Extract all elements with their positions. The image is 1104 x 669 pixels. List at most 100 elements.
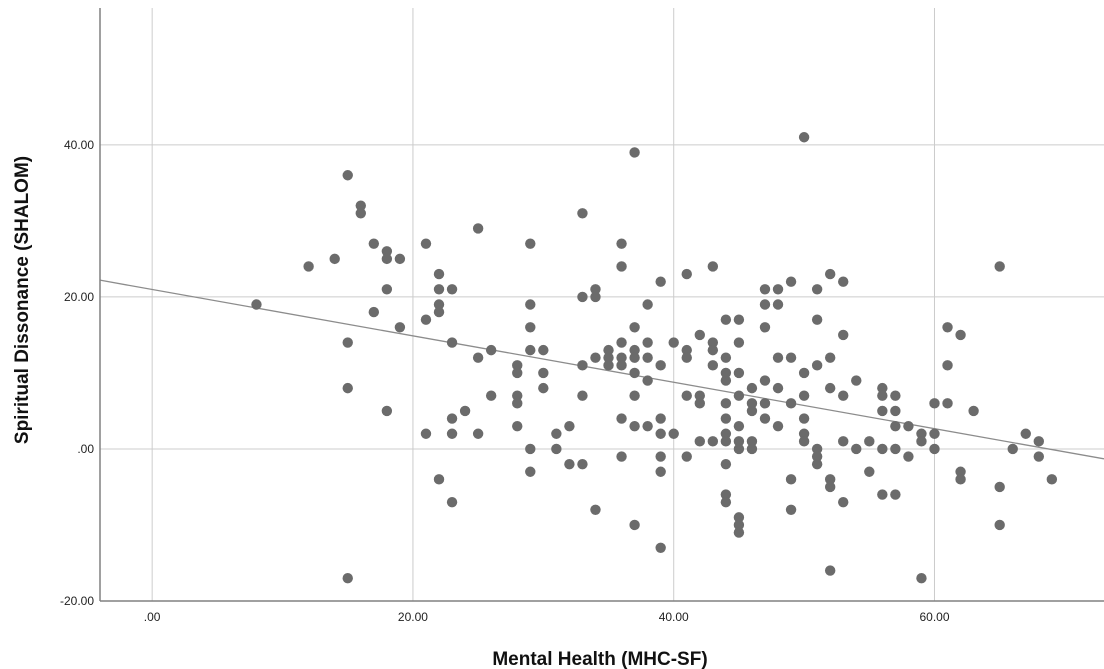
y-axis-title: Spiritual Dissonance (SHALOM) — [12, 156, 33, 444]
data-point — [851, 443, 862, 455]
data-point — [538, 367, 549, 379]
axes — [99, 8, 1104, 602]
data-point — [446, 496, 458, 508]
data-point — [824, 382, 836, 394]
data-point — [420, 238, 432, 249]
data-point — [733, 367, 745, 379]
data-point — [590, 284, 601, 295]
data-point — [368, 238, 380, 249]
data-point — [694, 329, 705, 341]
data-point — [838, 390, 849, 401]
data-point — [368, 306, 380, 318]
data-point — [655, 360, 666, 371]
data-point — [838, 436, 849, 447]
data-point — [681, 268, 692, 280]
data-point — [929, 443, 940, 455]
data-point — [603, 344, 614, 356]
data-point — [629, 147, 640, 158]
data-point — [890, 443, 901, 455]
data-point — [707, 261, 719, 272]
data-point — [707, 436, 719, 447]
data-point — [811, 443, 823, 455]
data-point — [381, 284, 393, 295]
data-point — [694, 398, 705, 409]
data-point — [590, 291, 601, 303]
data-point — [720, 375, 732, 386]
data-point — [655, 451, 666, 462]
data-point — [459, 405, 471, 417]
data-point — [577, 360, 588, 371]
data-point — [512, 398, 523, 409]
data-point — [512, 360, 523, 371]
data-point — [785, 398, 797, 409]
data-point — [642, 337, 653, 348]
data-point — [811, 314, 823, 325]
data-point — [616, 352, 627, 363]
data-point — [1033, 436, 1045, 447]
data-point — [824, 352, 836, 363]
data-point — [811, 360, 823, 371]
data-point — [811, 458, 823, 470]
data-point — [720, 413, 732, 424]
fit-line-group — [99, 279, 1104, 460]
data-point — [512, 420, 523, 432]
data-point — [629, 420, 640, 432]
data-point — [955, 466, 966, 477]
data-point — [629, 367, 640, 379]
x-tick-label: 60.00 — [919, 610, 949, 624]
data-point — [838, 496, 849, 508]
data-point — [720, 458, 732, 470]
data-point — [616, 451, 627, 462]
data-point — [525, 299, 536, 310]
data-point — [303, 261, 314, 272]
data-point — [785, 474, 797, 485]
data-point — [629, 352, 640, 363]
data-point — [642, 352, 653, 363]
data-point — [720, 314, 732, 325]
data-point — [681, 390, 692, 401]
fit-line — [99, 279, 1104, 460]
data-point — [1033, 451, 1045, 462]
data-point — [746, 398, 758, 409]
data-point — [629, 344, 640, 356]
data-point — [629, 390, 640, 401]
data-point — [759, 398, 771, 409]
data-point — [824, 268, 836, 280]
data-point — [551, 443, 562, 455]
data-point — [446, 413, 458, 424]
data-point — [968, 405, 979, 417]
y-tick-label: -20.00 — [60, 594, 94, 608]
data-point — [877, 405, 888, 417]
data-point — [798, 367, 810, 379]
data-point — [877, 489, 888, 500]
data-point — [681, 352, 692, 363]
data-point — [733, 337, 745, 348]
y-tick-label: 40.00 — [64, 138, 94, 152]
data-point — [472, 223, 484, 234]
data-point — [381, 246, 393, 257]
data-point — [694, 390, 705, 401]
data-point — [655, 542, 666, 553]
data-point — [824, 565, 836, 576]
data-point — [785, 504, 797, 515]
data-point — [929, 398, 940, 409]
data-point — [616, 337, 627, 348]
data-point — [590, 352, 601, 363]
data-point — [329, 253, 340, 265]
data-point — [342, 337, 353, 348]
data-point — [381, 405, 393, 417]
x-tick-label: 40.00 — [659, 610, 689, 624]
data-point — [538, 382, 549, 394]
data-point — [616, 238, 627, 249]
data-point — [733, 519, 745, 531]
data-point — [890, 420, 901, 432]
data-point — [994, 519, 1005, 531]
data-point — [472, 428, 484, 439]
tick-labels: .00 20.00 40.00 60.00 -20.00 .00 20.00 40.00 — [60, 138, 950, 624]
data-point — [420, 314, 432, 325]
data-point — [798, 428, 810, 439]
data-point — [824, 474, 836, 485]
data-point — [1020, 428, 1031, 439]
data-point — [994, 481, 1005, 493]
